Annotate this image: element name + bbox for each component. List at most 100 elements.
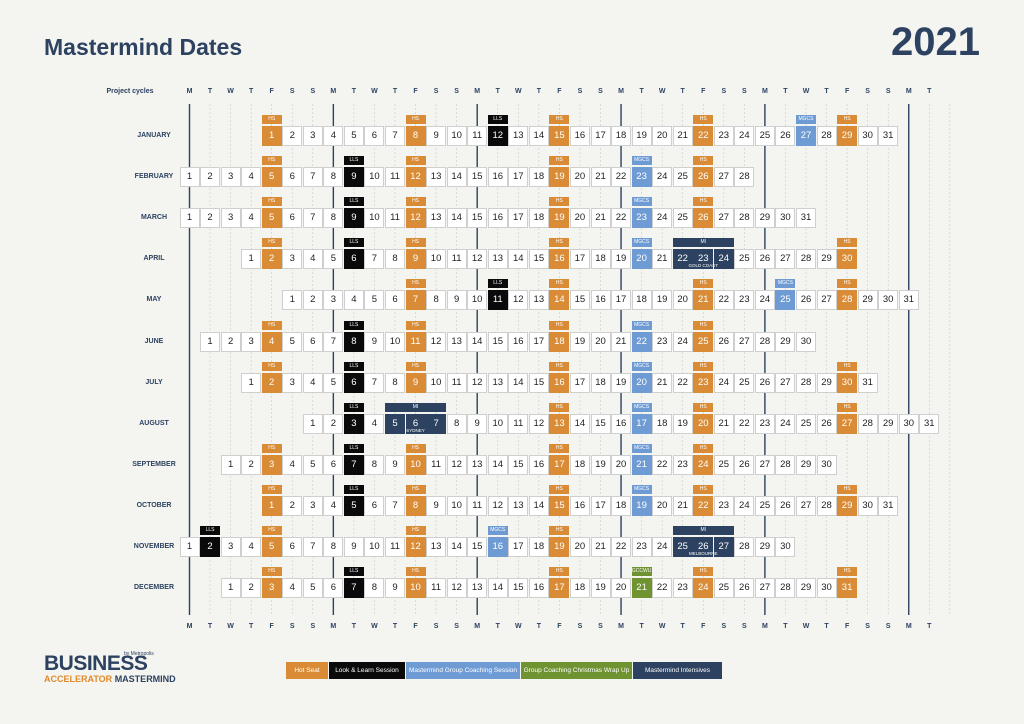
- day-cell: 12: [467, 249, 488, 270]
- day-cell: 12: [467, 372, 488, 393]
- event-tag-mgcs: MGCS: [487, 526, 508, 535]
- event-tag-hs: HS: [837, 361, 858, 371]
- day-cell: 17: [590, 495, 611, 516]
- day-cell: 3: [282, 372, 303, 393]
- day-cell: 4: [364, 413, 385, 434]
- day-cell: 29: [754, 208, 775, 229]
- weekday-header: S: [310, 88, 316, 95]
- day-cell: 25: [775, 290, 796, 311]
- weekday-footer: T: [927, 623, 932, 630]
- day-cell: 5: [343, 126, 364, 146]
- day-cell: 2: [241, 578, 262, 599]
- day-cell: 27: [837, 413, 858, 434]
- event-tag-gccwu: GCCWU: [631, 567, 652, 577]
- day-cell: 23: [631, 537, 652, 557]
- weekday-footer: M: [905, 623, 912, 630]
- day-cell: 23: [734, 290, 755, 311]
- day-cell: 4: [302, 249, 323, 270]
- event-tag-hs: HS: [405, 238, 426, 248]
- event-tag-lls: LLS: [343, 156, 364, 166]
- day-cell: 1: [179, 208, 200, 229]
- day-cell: 21: [590, 537, 611, 557]
- weekday-header: M: [474, 88, 481, 95]
- weekday-footer: M: [474, 623, 481, 630]
- day-cell: 23: [672, 454, 693, 475]
- day-cell: 15: [467, 537, 488, 557]
- day-cell: 5: [323, 372, 344, 393]
- day-cell: 9: [343, 537, 364, 557]
- day-cell: 21: [672, 126, 693, 146]
- day-cell: 17: [569, 372, 590, 393]
- day-cell: 26: [734, 578, 755, 599]
- weekday-footer: T: [495, 623, 500, 630]
- day-cell: 23: [693, 249, 714, 270]
- day-cell: 20: [611, 578, 632, 599]
- day-cell: 24: [672, 331, 693, 352]
- event-tag-lls: LLS: [343, 361, 364, 371]
- weekday-footer: W: [514, 623, 522, 630]
- day-cell: 6: [302, 331, 323, 352]
- legend-item-gccwu: Group Coaching Christmas Wrap Up: [521, 662, 632, 679]
- event-tag-hs: HS: [837, 238, 858, 248]
- month-label: SEPTEMBER: [132, 460, 176, 468]
- day-cell: 2: [200, 537, 221, 557]
- day-cell: 30: [837, 372, 858, 393]
- weekday-header: T: [783, 88, 788, 95]
- day-cell: 26: [775, 126, 796, 146]
- event-tag-hs: HS: [549, 197, 570, 207]
- event-tag-hs: HS: [549, 443, 570, 453]
- day-cell: 10: [364, 167, 385, 188]
- day-cell: 28: [775, 578, 796, 599]
- event-tag-mi: MI: [672, 526, 734, 535]
- day-cell: 13: [528, 290, 549, 311]
- month-label: AUGUST: [139, 419, 169, 427]
- day-cell: 7: [302, 208, 323, 229]
- weekday-footer: S: [742, 623, 747, 630]
- event-tag-hs: HS: [549, 402, 570, 412]
- event-tag-hs: HS: [693, 156, 714, 166]
- day-cell: 11: [385, 167, 405, 188]
- month-label: MARCH: [140, 214, 168, 222]
- weekday-footer: T: [824, 623, 829, 630]
- day-cell: 28: [734, 167, 755, 188]
- day-cell: 8: [446, 413, 467, 434]
- day-cell: 28: [816, 495, 837, 516]
- day-cell: 12: [446, 454, 467, 475]
- day-cell: 19: [672, 413, 693, 434]
- event-tag-lls: LLS: [343, 197, 364, 207]
- weekday-footer: M: [186, 623, 193, 630]
- day-cell: 10: [426, 249, 447, 270]
- day-cell: 30: [796, 331, 816, 352]
- day-cell: 2: [282, 495, 303, 516]
- day-cell: 25: [796, 413, 816, 434]
- day-cell: 4: [323, 495, 344, 516]
- day-cell: 29: [837, 495, 858, 516]
- day-cell: 1: [220, 578, 241, 599]
- day-cell: 31: [878, 126, 899, 146]
- weekday-footer: S: [721, 623, 727, 630]
- day-cell: 14: [446, 167, 467, 188]
- day-cell: 15: [508, 454, 529, 475]
- day-cell: 31: [857, 372, 878, 393]
- day-cell: 8: [323, 208, 344, 229]
- day-cell: 29: [754, 537, 775, 557]
- day-cell: 22: [611, 208, 632, 229]
- day-cell: 28: [754, 331, 775, 352]
- day-cell: 4: [241, 167, 262, 188]
- day-cell: 18: [528, 537, 549, 557]
- day-cell: 21: [672, 495, 693, 516]
- day-cell: 16: [549, 372, 570, 393]
- event-tag-hs: HS: [693, 443, 714, 453]
- intensive-location: SYDNEY: [406, 427, 425, 433]
- weekday-header: F: [844, 88, 850, 95]
- day-cell: 24: [775, 413, 796, 434]
- day-cell: 6: [364, 495, 385, 516]
- day-cell: 6: [343, 372, 364, 393]
- weekday-footer: M: [761, 623, 768, 630]
- day-cell: 12: [508, 290, 529, 311]
- day-cell: 24: [693, 454, 714, 475]
- day-cell: 22: [652, 454, 673, 475]
- day-cell: 15: [549, 126, 570, 146]
- legend-item-mi: Mastermind Intensives: [633, 662, 722, 679]
- day-cell: 3: [323, 290, 344, 311]
